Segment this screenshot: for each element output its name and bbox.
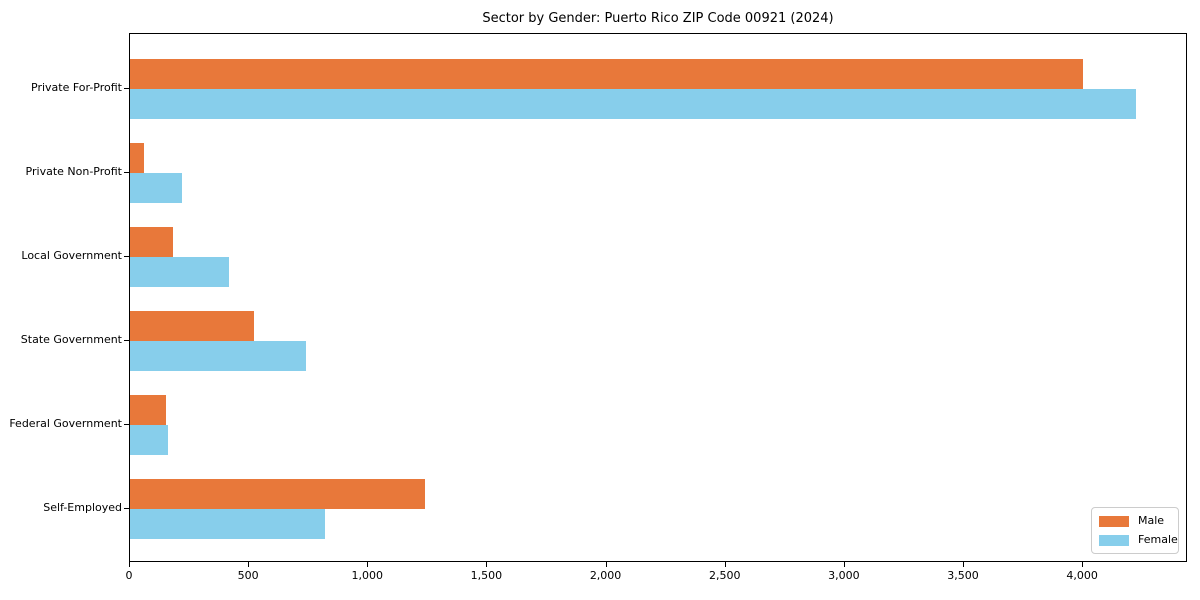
x-axis-label-0: 0 xyxy=(125,569,133,582)
y-tick-mark-state-government xyxy=(124,340,129,341)
legend-label-male: Male xyxy=(1138,514,1165,527)
bar-male-federal-government xyxy=(130,395,166,425)
y-axis-label-private-non-profit: Private Non-Profit xyxy=(25,165,122,178)
bar-female-federal-government xyxy=(130,425,168,455)
x-tick-mark-1-500 xyxy=(486,562,488,567)
bar-male-private-for-profit xyxy=(130,59,1083,89)
bar-male-self-employed xyxy=(130,479,425,509)
x-tick-mark-3-000 xyxy=(843,562,845,567)
legend-entry-female: Female xyxy=(1099,534,1178,546)
x-tick-mark-1-000 xyxy=(367,562,369,567)
x-tick-mark-0 xyxy=(129,562,130,567)
x-axis-label-500: 500 xyxy=(237,569,259,582)
legend: Male Female xyxy=(1091,507,1179,554)
bar-female-local-government xyxy=(130,257,229,287)
plot-area xyxy=(129,33,1187,562)
y-axis-label-self-employed: Self-Employed xyxy=(43,501,122,514)
x-axis-label-3-500: 3,500 xyxy=(947,569,979,582)
y-axis-label-federal-government: Federal Government xyxy=(9,417,122,430)
y-tick-mark-local-government xyxy=(124,256,129,257)
x-tick-mark-2-000 xyxy=(605,562,607,567)
legend-swatch-male xyxy=(1099,515,1129,527)
y-axis-label-local-government: Local Government xyxy=(21,249,122,262)
legend-label-female: Female xyxy=(1138,533,1178,546)
legend-entry-male: Male xyxy=(1099,515,1178,527)
x-tick-mark-3-500 xyxy=(963,562,964,567)
x-tick-mark-4-000 xyxy=(1082,562,1084,567)
x-tick-mark-500 xyxy=(248,562,250,567)
x-axis-label-2-000: 2,000 xyxy=(589,569,622,582)
y-tick-mark-private-non-profit xyxy=(124,172,129,173)
chart-title: Sector by Gender: Puerto Rico ZIP Code 0… xyxy=(482,11,834,26)
x-axis-label-2-500: 2,500 xyxy=(708,569,741,582)
bar-male-state-government xyxy=(130,311,254,341)
x-axis-label-1-000: 1,000 xyxy=(351,569,384,582)
y-tick-mark-private-for-profit xyxy=(124,88,129,89)
x-tick-mark-2-500 xyxy=(724,562,726,567)
y-axis-label-state-government: State Government xyxy=(20,333,122,346)
bar-male-local-government xyxy=(130,227,173,257)
bar-female-self-employed xyxy=(130,509,325,539)
bar-female-state-government xyxy=(130,341,306,371)
legend-swatch-female xyxy=(1099,534,1129,546)
bar-female-private-for-profit xyxy=(130,89,1136,119)
x-axis-label-3-000: 3,000 xyxy=(828,569,860,582)
y-axis-label-private-for-profit: Private For-Profit xyxy=(31,81,122,94)
x-axis-label-1-500: 1,500 xyxy=(470,569,503,582)
y-tick-mark-self-employed xyxy=(124,508,129,509)
bar-male-private-non-profit xyxy=(130,143,144,173)
bar-female-private-non-profit xyxy=(130,173,182,203)
y-tick-mark-federal-government xyxy=(124,424,129,425)
x-axis-label-4-000: 4,000 xyxy=(1066,569,1098,582)
